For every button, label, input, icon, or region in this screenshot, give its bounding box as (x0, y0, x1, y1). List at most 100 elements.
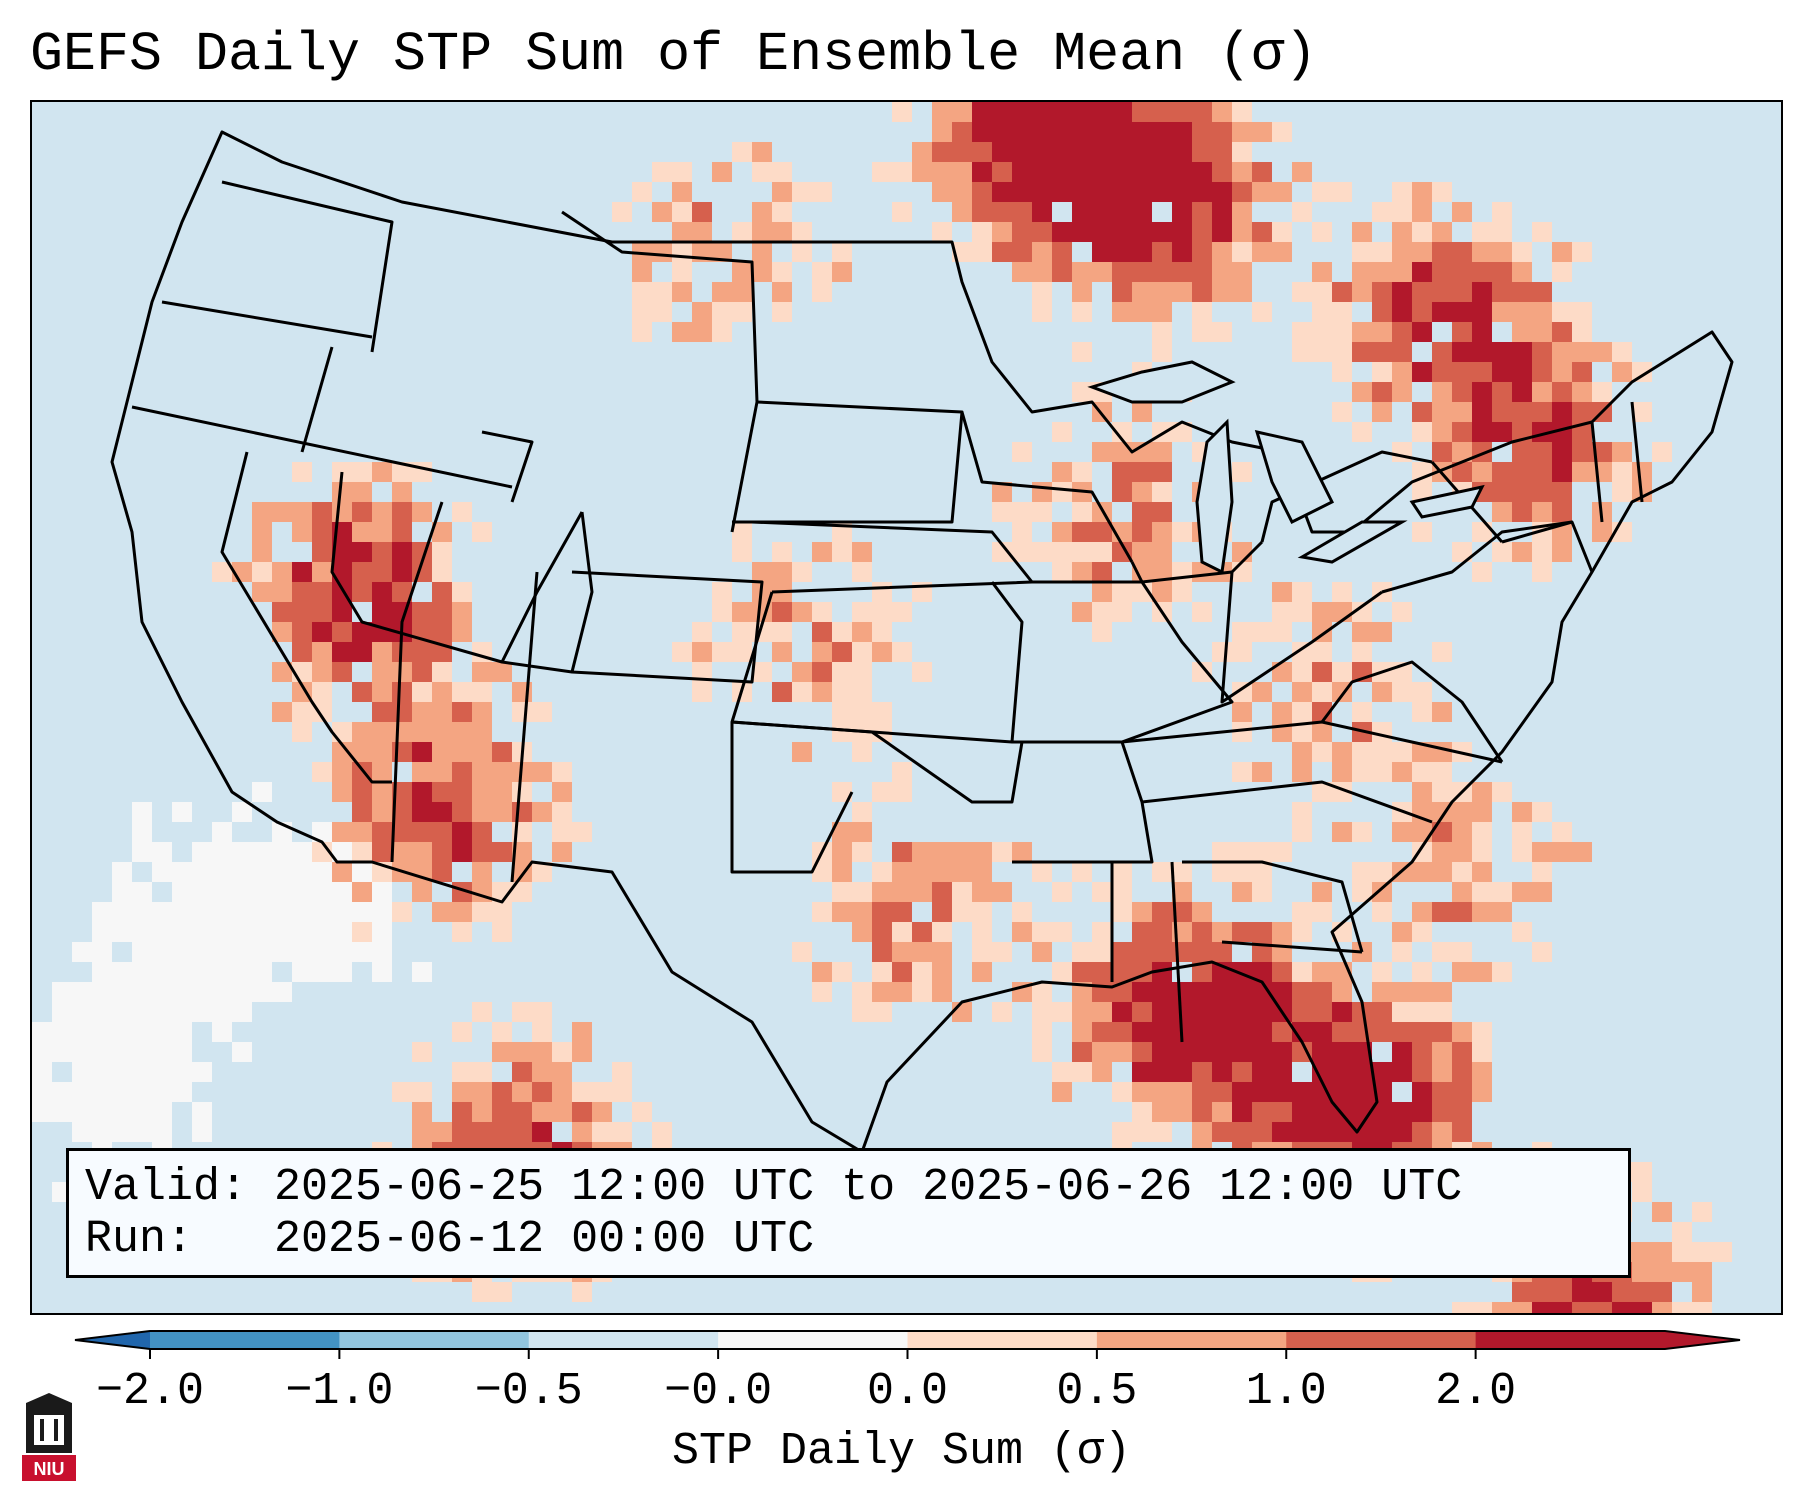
grid-cell (1312, 1082, 1332, 1102)
grid-cell (252, 882, 272, 902)
grid-cell (1152, 542, 1172, 562)
grid-cell (1252, 1082, 1272, 1102)
grid-cell (732, 282, 752, 302)
grid-cell (1272, 222, 1292, 242)
grid-cell (92, 1062, 112, 1082)
grid-cell (1292, 1102, 1312, 1122)
grid-cell (1072, 122, 1092, 142)
grid-cell (152, 1082, 172, 1102)
grid-cell (1272, 622, 1292, 642)
grid-cell (412, 662, 432, 682)
grid-cell (1132, 102, 1152, 122)
grid-cell (112, 962, 132, 982)
grid-cell (812, 642, 832, 662)
grid-cell (1412, 362, 1432, 382)
grid-cell (552, 822, 572, 842)
grid-cell (1212, 242, 1232, 262)
grid-cell (952, 902, 972, 922)
grid-cell (952, 842, 972, 862)
grid-cell (1412, 1082, 1432, 1102)
grid-cell (1092, 202, 1112, 222)
grid-cell (832, 702, 852, 722)
grid-cell (352, 462, 372, 482)
grid-cell (292, 682, 312, 702)
grid-cell (1072, 982, 1092, 1002)
grid-cell (972, 882, 992, 902)
grid-cell (1552, 322, 1572, 342)
grid-cell (1072, 542, 1092, 562)
grid-cell (1172, 202, 1192, 222)
grid-cell (1152, 462, 1172, 482)
grid-cell (872, 602, 892, 622)
grid-cell (492, 1042, 512, 1062)
grid-cell (972, 202, 992, 222)
grid-cell (372, 562, 392, 582)
grid-cell (132, 1102, 152, 1122)
grid-cell (452, 742, 472, 762)
grid-cell (1132, 242, 1152, 262)
grid-cell (452, 1102, 472, 1122)
grid-cell (1472, 322, 1492, 342)
grid-cell (1332, 1022, 1352, 1042)
grid-cell (512, 1002, 532, 1022)
grid-cell (952, 142, 972, 162)
grid-cell (212, 1022, 232, 1042)
grid-cell (472, 1062, 492, 1082)
grid-cell (252, 862, 272, 882)
grid-cell (792, 742, 812, 762)
grid-cell (1132, 142, 1152, 162)
grid-cell (372, 682, 392, 702)
grid-cell (1212, 122, 1232, 142)
grid-cell (1632, 1282, 1652, 1302)
grid-cell (752, 262, 772, 282)
grid-cell (1372, 1002, 1392, 1022)
grid-cell (832, 622, 852, 642)
grid-cell (1072, 962, 1092, 982)
grid-cell (1332, 822, 1352, 842)
grid-cell (1292, 982, 1312, 1002)
grid-cell (272, 562, 292, 582)
grid-cell (1652, 1242, 1672, 1262)
grid-cell (1152, 1002, 1172, 1022)
grid-cell (312, 502, 332, 522)
grid-cell (1372, 362, 1392, 382)
grid-cell (652, 282, 672, 302)
grid-cell (992, 162, 1012, 182)
grid-cell (492, 922, 512, 942)
grid-cell (552, 1062, 572, 1082)
grid-cell (632, 282, 652, 302)
grid-cell (832, 822, 852, 842)
grid-cell (352, 682, 372, 702)
grid-cell (1452, 302, 1472, 322)
grid-cell (1172, 982, 1192, 1002)
grid-cell (332, 542, 352, 562)
grid-cell (212, 962, 232, 982)
grid-cell (152, 862, 172, 882)
grid-cell (1272, 922, 1292, 942)
grid-cell (372, 762, 392, 782)
grid-cell (1252, 162, 1272, 182)
grid-cell (652, 202, 672, 222)
grid-cell (1092, 942, 1112, 962)
grid-cell (1152, 122, 1172, 142)
grid-cell (1452, 822, 1472, 842)
grid-cell (172, 1022, 192, 1042)
grid-cell (1052, 562, 1072, 582)
grid-cell (772, 222, 792, 242)
grid-cell (892, 882, 912, 902)
grid-cell (1432, 282, 1452, 302)
grid-cell (252, 922, 272, 942)
grid-cell (1372, 302, 1392, 322)
grid-cell (1432, 762, 1452, 782)
grid-cell (1072, 202, 1092, 222)
grid-cell (892, 942, 912, 962)
grid-cell (1352, 382, 1372, 402)
grid-cell (112, 882, 132, 902)
colorbar-tick-label: 1.0 (1245, 1366, 1327, 1417)
grid-cell (1692, 1302, 1712, 1313)
grid-cell (1212, 262, 1232, 282)
grid-cell (192, 942, 212, 962)
grid-cell (852, 542, 872, 562)
grid-cell (1072, 142, 1092, 162)
grid-cell (1452, 282, 1472, 302)
